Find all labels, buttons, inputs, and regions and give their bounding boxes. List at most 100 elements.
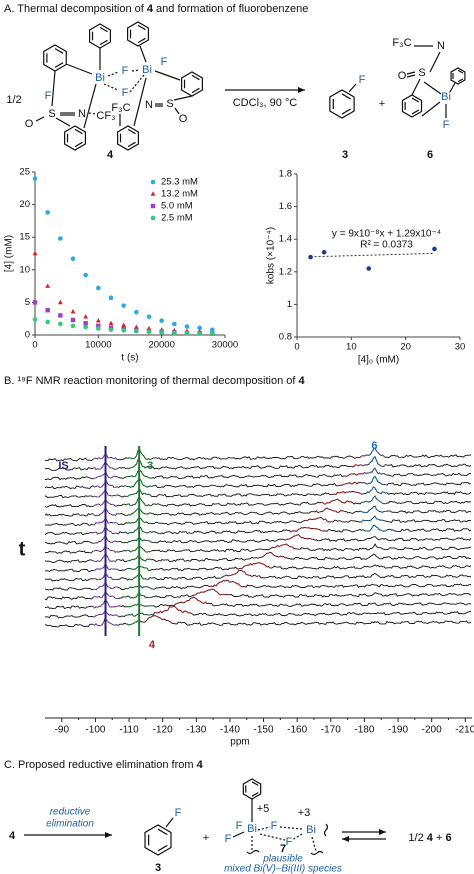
x-tick-label: 10000 <box>85 340 111 351</box>
compound-label: 3 <box>155 862 161 874</box>
bond <box>457 78 464 83</box>
y-tick-label: 0 <box>25 330 30 341</box>
marker <box>96 326 101 331</box>
peak-highlight <box>361 495 388 505</box>
marker <box>184 330 190 336</box>
marker <box>45 308 50 313</box>
bond <box>411 78 421 96</box>
nmr-trace <box>44 605 472 619</box>
marker <box>146 314 152 320</box>
bond <box>157 828 168 836</box>
y-axis-label: kobs (×10⁻⁴) <box>266 227 277 284</box>
marker <box>108 320 114 326</box>
atom-label: F <box>225 833 232 845</box>
legend-label: 5.0 mM <box>161 201 193 212</box>
marker <box>70 308 76 314</box>
plus: + <box>203 832 209 844</box>
nmr-trace <box>44 596 472 610</box>
peak-highlight <box>125 593 152 599</box>
bond <box>74 128 83 135</box>
bond <box>103 83 119 91</box>
nmr-trace <box>44 569 472 582</box>
panel-a-title: A. Thermal decomposition of 4 and format… <box>4 3 308 15</box>
atom-label: F <box>286 836 293 848</box>
bond <box>55 117 71 127</box>
legend-label: 13.2 mM <box>161 189 198 200</box>
y-axis-label: [4] (mM) <box>4 235 15 272</box>
atom-label: O <box>398 70 407 82</box>
marker <box>108 295 114 301</box>
time-label: t <box>19 538 26 560</box>
nmr-trace <box>44 515 472 526</box>
title-text: B. ¹⁹F NMR reaction monitoring of therma… <box>4 375 299 387</box>
bond <box>311 836 317 852</box>
atom-label: Bi <box>306 824 316 836</box>
bond <box>257 826 271 831</box>
peak-highlight <box>193 588 227 596</box>
peak-highlight <box>338 481 371 486</box>
bond <box>411 109 420 115</box>
y-tick-label: 1.4 <box>279 234 292 245</box>
nmr-trace <box>44 562 472 573</box>
atom-label: F <box>175 807 182 819</box>
ring <box>329 89 355 119</box>
bond <box>127 128 136 135</box>
legend-marker <box>150 203 156 209</box>
title-text: A. Thermal decomposition of <box>4 3 147 15</box>
x-tick-label: 30 <box>455 342 466 353</box>
x-tick-label: -160 <box>287 725 307 736</box>
atom-label: F <box>122 87 129 99</box>
x-tick-label: -100 <box>85 725 105 736</box>
marker <box>321 249 327 255</box>
plus: + <box>433 832 446 844</box>
bond <box>429 51 441 73</box>
bond <box>341 108 352 115</box>
atom-label: Bi <box>95 72 105 84</box>
marker <box>32 250 38 256</box>
plus: + <box>379 98 385 110</box>
x-tick-label: -140 <box>220 725 240 736</box>
marker <box>45 210 50 215</box>
atom-label: F <box>443 119 450 131</box>
nmr-trace <box>44 525 472 536</box>
bond <box>411 97 420 103</box>
marker <box>121 322 127 328</box>
peak-highlight <box>301 516 334 523</box>
marker <box>210 331 215 336</box>
peak-label: IS <box>58 460 68 472</box>
marker <box>159 318 164 323</box>
ring <box>401 94 423 118</box>
atom-label: F <box>161 56 168 68</box>
atom-label: S <box>166 98 173 110</box>
peak-highlight <box>361 524 388 532</box>
coefficient: 1/2 <box>6 94 21 106</box>
peak-highlight <box>361 486 388 495</box>
x-axis-label: [4]₀ (mM) <box>358 355 399 366</box>
y-tick-label: 1 <box>287 299 292 310</box>
arrow-head <box>105 832 112 838</box>
peak-highlight <box>312 507 344 514</box>
x-axis-label: t (s) <box>121 353 138 364</box>
y-tick-label: 1.6 <box>279 201 292 212</box>
compound-label: 7 <box>280 843 286 855</box>
bond <box>348 83 357 93</box>
peak-highlight <box>321 498 355 505</box>
peak-highlight <box>223 569 257 578</box>
bond <box>341 93 352 100</box>
atom-label: F₃C <box>392 37 411 49</box>
nmr-trace <box>44 579 472 591</box>
atom-label: S <box>48 108 55 120</box>
peak-label: 6 <box>371 440 377 452</box>
squiggle <box>310 850 324 856</box>
peak-highlight <box>344 467 377 477</box>
marker <box>134 328 139 334</box>
ring <box>64 125 86 151</box>
peak-highlight <box>125 545 152 553</box>
bond <box>421 101 441 117</box>
marker <box>366 266 372 271</box>
peak-highlight <box>361 447 388 458</box>
bond <box>259 833 286 841</box>
marker <box>121 328 126 333</box>
x-tick-label: -110 <box>119 725 139 736</box>
